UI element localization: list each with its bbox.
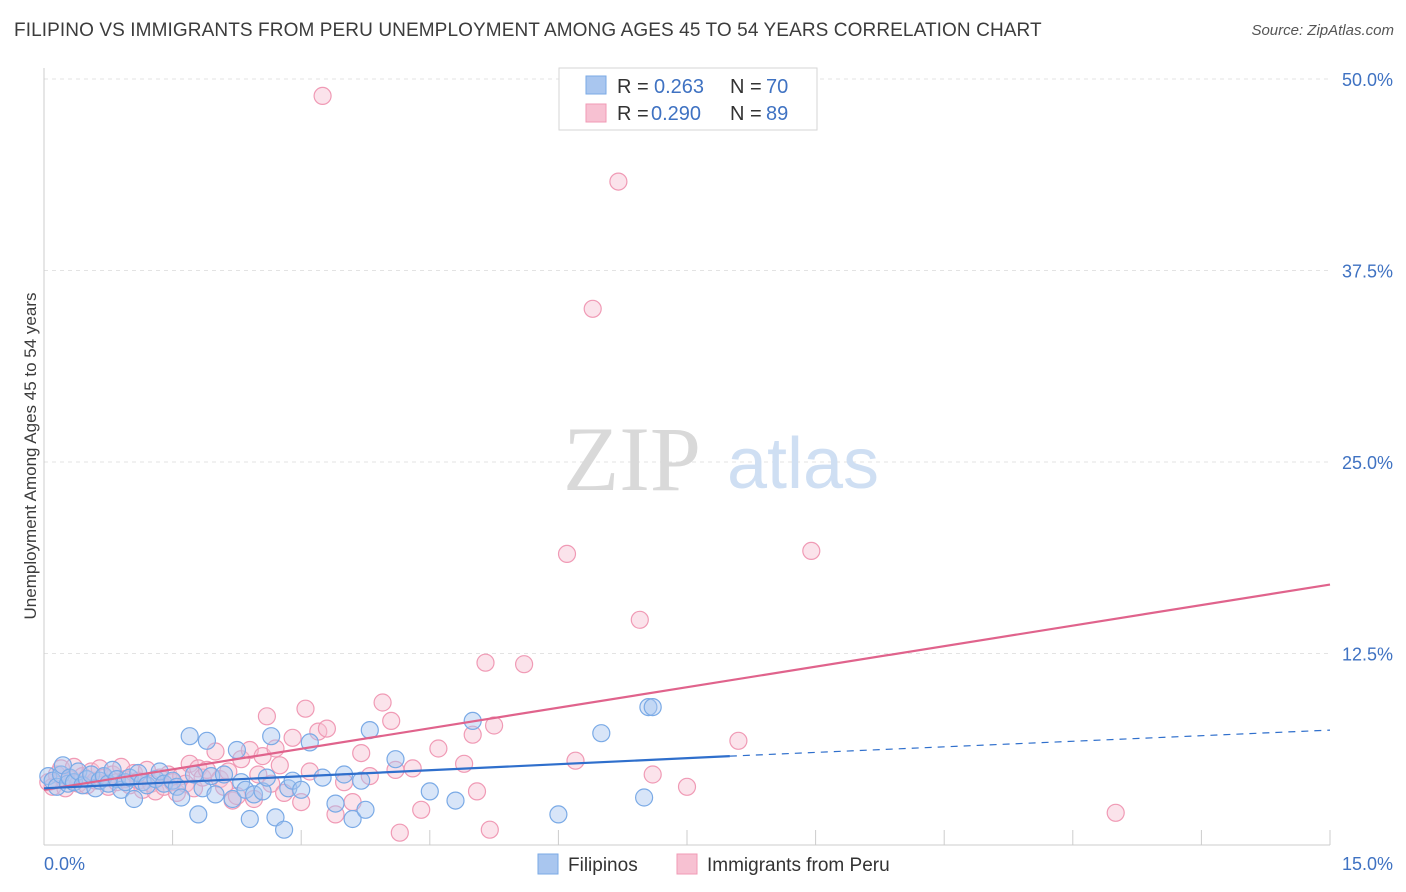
y-tick-labels: 12.5% 25.0% 37.5% 50.0% bbox=[1342, 70, 1393, 665]
filipino-point bbox=[549, 805, 568, 824]
filipino-point bbox=[292, 780, 311, 799]
filipino-point bbox=[197, 731, 216, 750]
y-tick-label: 25.0% bbox=[1342, 453, 1393, 473]
bottom-legend-label-filipinos: Filipinos bbox=[568, 855, 638, 876]
y-tick-label: 37.5% bbox=[1342, 262, 1393, 282]
peru-point bbox=[270, 756, 289, 775]
peru-point bbox=[412, 800, 431, 819]
filipino-trend-line bbox=[43, 755, 730, 790]
filipino-point bbox=[253, 782, 272, 801]
filipino-trend-extension bbox=[729, 729, 1331, 757]
y-tick-label: 50.0% bbox=[1342, 70, 1393, 90]
legend-r-value-filipinos: 0.263 bbox=[654, 76, 704, 98]
peru-point bbox=[429, 739, 448, 758]
bottom-legend-swatch-peru bbox=[676, 853, 698, 875]
legend-swatch-peru bbox=[585, 103, 607, 123]
filipino-point bbox=[180, 727, 199, 746]
legend-r-value-peru: 0.290 bbox=[651, 103, 701, 125]
filipino-point bbox=[240, 809, 259, 829]
peru-trend-line bbox=[43, 583, 1331, 791]
filipino-point bbox=[275, 820, 294, 839]
filipino-point bbox=[189, 805, 208, 824]
peru-point bbox=[566, 751, 585, 770]
filipino-point bbox=[356, 800, 375, 819]
x-ticks bbox=[43, 830, 1331, 845]
legend-box: R = 0.263 N = 70 R = 0.290 N = 89 bbox=[558, 67, 818, 131]
peru-point bbox=[583, 299, 602, 318]
watermark-atlas: atlas bbox=[727, 424, 879, 504]
filipino-point bbox=[639, 697, 658, 717]
filipino-point bbox=[643, 697, 662, 717]
peru-point bbox=[557, 544, 577, 564]
legend-n-label-peru: N = bbox=[730, 103, 762, 125]
peru-point bbox=[326, 805, 345, 824]
peru-point bbox=[352, 743, 371, 763]
peru-point bbox=[630, 610, 649, 629]
legend-n-value-peru: 89 bbox=[766, 103, 788, 125]
filipino-points bbox=[39, 697, 662, 839]
peru-point bbox=[729, 731, 748, 750]
filipino-point bbox=[420, 782, 439, 801]
x-tick-label-min: 0.0% bbox=[44, 854, 85, 874]
filipino-point bbox=[223, 789, 242, 809]
peru-point bbox=[292, 792, 311, 812]
legend-r-label-peru: R = bbox=[617, 103, 649, 125]
peru-point bbox=[390, 823, 409, 842]
y-tick-label: 12.5% bbox=[1342, 645, 1393, 665]
peru-point bbox=[463, 725, 482, 744]
filipino-point bbox=[343, 809, 362, 829]
peru-point bbox=[467, 782, 487, 801]
watermark-zip: ZIP bbox=[563, 408, 701, 510]
peru-point bbox=[677, 777, 697, 796]
peru-point bbox=[480, 820, 499, 839]
peru-point bbox=[257, 707, 276, 726]
filipino-point bbox=[592, 724, 611, 743]
peru-point bbox=[382, 711, 401, 731]
filipino-point bbox=[326, 794, 345, 813]
peru-point bbox=[403, 759, 422, 778]
peru-point bbox=[609, 172, 628, 191]
legend-n-label-filipinos: N = bbox=[730, 76, 762, 98]
filipino-point bbox=[313, 768, 332, 787]
peru-point bbox=[514, 655, 534, 674]
peru-point bbox=[317, 719, 336, 738]
filipino-point bbox=[634, 788, 654, 807]
filipino-point bbox=[172, 788, 191, 807]
peru-point bbox=[313, 86, 332, 106]
filipino-point bbox=[262, 727, 281, 746]
filipino-point bbox=[227, 740, 246, 760]
peru-point bbox=[283, 728, 302, 747]
grid bbox=[44, 78, 1330, 654]
trend-lines bbox=[43, 583, 1331, 791]
peru-point bbox=[1106, 803, 1125, 822]
peru-point bbox=[296, 699, 315, 718]
y-axis-label: Unemployment Among Ages 45 to 54 years bbox=[21, 293, 40, 620]
filipino-point bbox=[386, 750, 405, 769]
filipino-point bbox=[124, 789, 144, 809]
legend-swatch-filipinos bbox=[585, 75, 607, 95]
peru-point bbox=[476, 653, 495, 672]
legend-r-label-filipinos: R = bbox=[617, 76, 649, 98]
filipino-point bbox=[206, 785, 225, 804]
bottom-legend-label-peru: Immigrants from Peru bbox=[707, 855, 890, 876]
legend-n-value-filipinos: 70 bbox=[766, 76, 788, 98]
peru-point bbox=[802, 541, 821, 561]
bottom-legend: Filipinos Immigrants from Peru bbox=[537, 853, 890, 876]
chart-title: FILIPINO VS IMMIGRANTS FROM PERU UNEMPLO… bbox=[14, 20, 1042, 41]
bottom-legend-swatch-filipinos bbox=[537, 853, 559, 875]
peru-point bbox=[373, 693, 392, 712]
filipino-point bbox=[446, 791, 465, 810]
peru-point bbox=[643, 765, 662, 784]
filipino-point bbox=[266, 808, 285, 827]
filipino-point bbox=[352, 771, 371, 790]
x-tick-label-max: 15.0% bbox=[1342, 854, 1393, 874]
source-label: Source: ZipAtlas.com bbox=[1251, 22, 1394, 39]
